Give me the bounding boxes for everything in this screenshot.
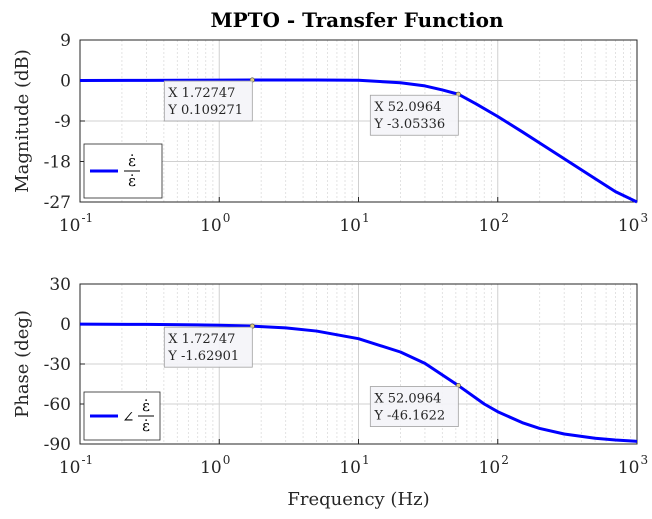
- phase-y-axis-label: Phase (deg): [12, 310, 33, 418]
- x-tick-label: 101: [339, 453, 369, 478]
- datatip-y-text: Y -46.1622: [373, 409, 445, 424]
- legend-entry: ε̇ ε̇: [138, 397, 154, 435]
- y-tick-label: -27: [44, 193, 71, 213]
- svg-text:ε̇: ε̇: [128, 152, 136, 170]
- x-tick-label: 10-1: [59, 453, 93, 478]
- x-tick-label: 100: [200, 211, 230, 236]
- datatip-box: X 1.72747 Y -1.62901: [163, 326, 253, 368]
- svg-text:ε̇: ε̇: [128, 172, 136, 190]
- y-tick-label: -60: [44, 395, 71, 415]
- datatip-y-text: Y -1.62901: [167, 349, 239, 364]
- y-tick-label: -18: [44, 153, 71, 173]
- x-tick-label: 10-1: [59, 211, 93, 236]
- legend-angle-symbol: ∠: [122, 408, 135, 426]
- x-tick-label: 101: [339, 211, 369, 236]
- datatip-x-text: X 1.72747: [168, 332, 235, 347]
- datatip-box: X 52.0964 Y -3.05336: [369, 94, 459, 136]
- series-line: [79, 322, 638, 443]
- phase-legend: ∠ ε̇ ε̇: [83, 391, 161, 441]
- magnitude-datatips: X 1.72747 Y 0.109271 X 52.0964 Y -3.05336: [163, 77, 461, 136]
- magnitude-y-axis-label: Magnitude (dB): [12, 49, 33, 193]
- datatip-x-text: X 52.0964: [374, 392, 441, 407]
- x-tick-label: 102: [479, 211, 509, 236]
- y-tick-label: 0: [60, 72, 71, 92]
- y-tick-label: 9: [60, 31, 71, 51]
- phase-datatips: X 1.72747 Y -1.62901 X 52.0964 Y -46.1622: [163, 323, 461, 427]
- phase-series: [79, 322, 638, 443]
- datatip-y-text: Y 0.109271: [167, 103, 243, 118]
- x-tick-label: 102: [479, 453, 509, 478]
- y-tick-label: -30: [44, 355, 71, 375]
- legend-box: [83, 143, 163, 199]
- y-tick-label: -90: [44, 435, 71, 455]
- svg-text:ε̇: ε̇: [142, 397, 150, 415]
- x-tick-label: 100: [200, 453, 230, 478]
- x-tick-label: 103: [618, 453, 648, 478]
- phase-x-axis-label: Frequency (Hz): [287, 489, 429, 510]
- svg-text:ε̇: ε̇: [142, 417, 150, 435]
- y-tick-label: -9: [54, 112, 71, 132]
- y-tick-label: 30: [49, 275, 71, 295]
- figure-title: MPTO - Transfer Function: [210, 8, 504, 32]
- datatip-y-text: Y -3.05336: [373, 117, 445, 132]
- datatip-x-text: X 1.72747: [168, 86, 235, 101]
- y-tick-label: 0: [60, 315, 71, 335]
- magnitude-legend: ε̇ ε̇: [83, 143, 163, 199]
- x-tick-label: 103: [618, 211, 648, 236]
- legend-entry: ε̇ ε̇: [124, 152, 140, 190]
- datatip-box: X 52.0964 Y -46.1622: [369, 386, 459, 427]
- datatip-box: X 1.72747 Y 0.109271: [163, 80, 253, 122]
- datatip-x-text: X 52.0964: [374, 100, 441, 115]
